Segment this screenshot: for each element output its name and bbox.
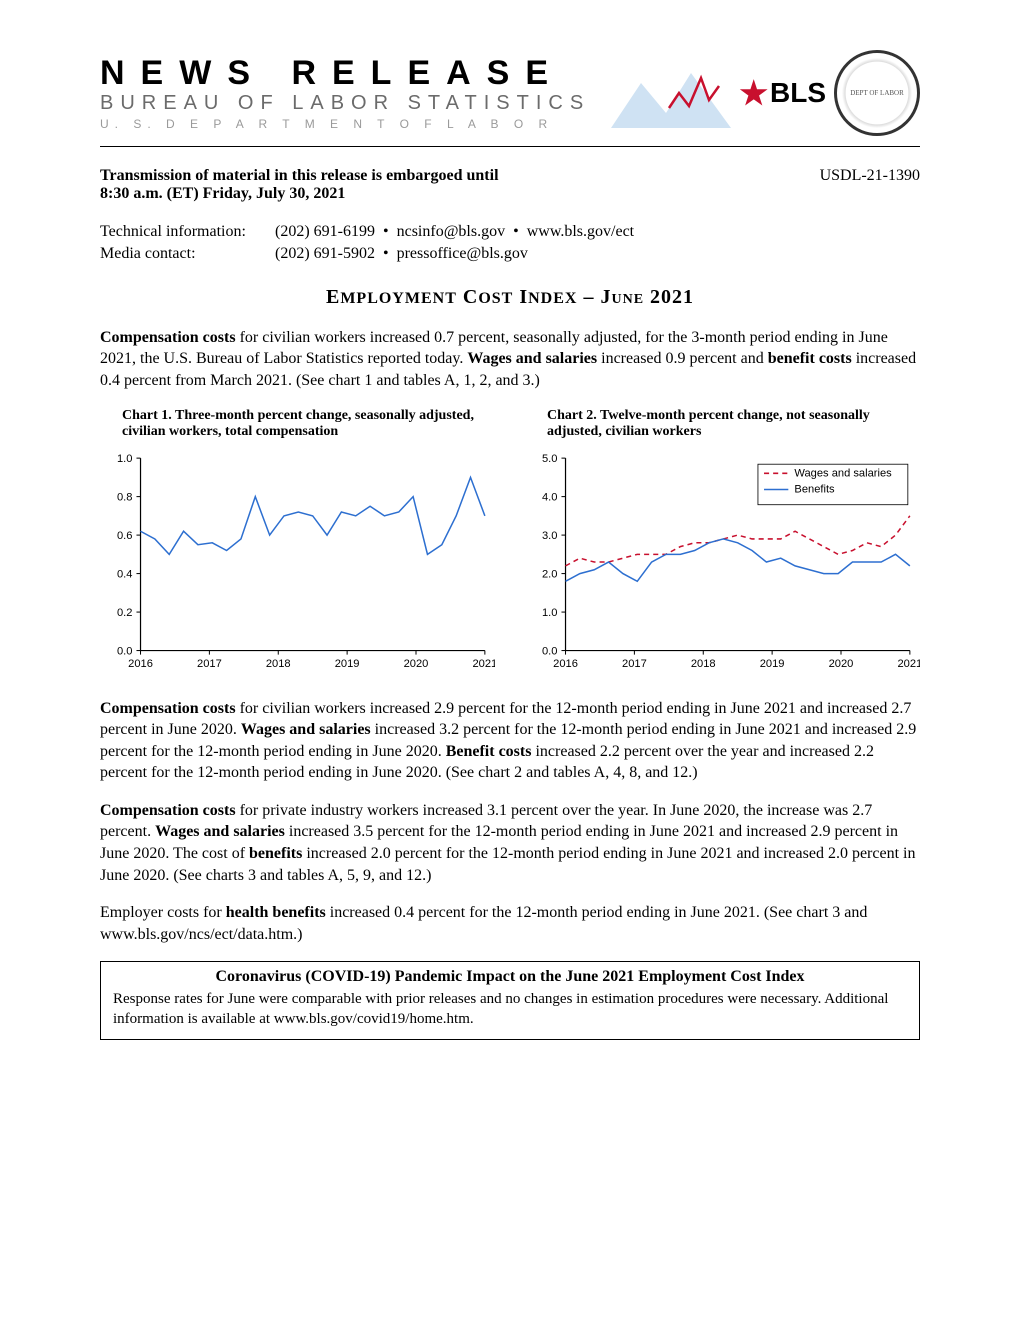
release-number: USDL-21-1390 — [820, 167, 920, 203]
svg-text:Benefits: Benefits — [794, 483, 835, 495]
embargo-line2: 8:30 a.m. (ET) Friday, July 30, 2021 — [100, 185, 345, 202]
media-label: Media contact: — [100, 243, 275, 265]
p2-bold2: Wages and salaries — [241, 721, 371, 738]
svg-text:2020: 2020 — [829, 657, 854, 669]
p3-bold2: Wages and salaries — [155, 823, 285, 840]
paragraph-3: Compensation costs for private industry … — [100, 800, 920, 886]
header-divider — [100, 146, 920, 147]
chart-1-title: Chart 1. Three-month percent change, sea… — [100, 408, 495, 440]
svg-text:2020: 2020 — [404, 657, 429, 669]
svg-text:2021: 2021 — [472, 657, 495, 669]
document-title: EMPLOYMENT COST INDEX – June 2021 — [100, 286, 920, 309]
p4-bold1: health benefits — [226, 904, 326, 921]
paragraph-2: Compensation costs for civilian workers … — [100, 698, 920, 784]
bls-star-icon: ★ — [739, 74, 768, 112]
masthead-line2: BUREAU OF LABOR STATISTICS — [100, 92, 611, 115]
paragraph-1: Compensation costs for civilian workers … — [100, 327, 920, 392]
svg-text:2018: 2018 — [691, 657, 716, 669]
p1-bold2: Wages and salaries — [467, 350, 597, 367]
svg-text:3.0: 3.0 — [542, 530, 557, 542]
svg-text:0.8: 0.8 — [117, 491, 132, 503]
p2-bold3: Benefit costs — [446, 743, 532, 760]
technical-contact-row: Technical information: (202) 691-6199 • … — [100, 221, 920, 243]
chart-2-box: Chart 2. Twelve-month percent change, no… — [525, 408, 920, 686]
chart-2: 0.0 1.0 2.0 3.0 4.0 5.0 2016 2017 2018 2019 2020 20… — [525, 448, 920, 681]
p3-bold1: Compensation costs — [100, 802, 236, 819]
dol-seal-icon: DEPT OF LABOR — [834, 50, 920, 136]
logo-cluster: ★ BLS DEPT OF LABOR — [611, 50, 920, 136]
svg-text:2.0: 2.0 — [542, 568, 557, 580]
chart-1: 0.0 0.2 0.4 0.6 0.8 1.0 2016 2017 2018 2019 2020 20… — [100, 448, 495, 681]
p1-bold1: Compensation costs — [100, 329, 236, 346]
callout-body: Response rates for June were comparable … — [113, 990, 907, 1029]
masthead-line3: U. S. D E P A R T M E N T O F L A B O R — [100, 117, 611, 131]
svg-text:2016: 2016 — [553, 657, 578, 669]
p1-bold3: benefit costs — [768, 350, 852, 367]
masthead-line1: NEWS RELEASE — [100, 56, 611, 90]
svg-text:0.6: 0.6 — [117, 530, 132, 542]
svg-text:2019: 2019 — [760, 657, 785, 669]
svg-text:2017: 2017 — [197, 657, 222, 669]
embargo-line1: Transmission of material in this release… — [100, 167, 499, 184]
svg-text:4.0: 4.0 — [542, 491, 557, 503]
p3-bold3: benefits — [249, 845, 302, 862]
media-details: (202) 691-5902 • pressoffice@bls.gov — [275, 243, 528, 265]
svg-text:2018: 2018 — [266, 657, 291, 669]
svg-text:0.0: 0.0 — [542, 645, 557, 657]
paragraph-4: Employer costs for health benefits incre… — [100, 902, 920, 945]
bls-logo: ★ BLS — [739, 74, 826, 112]
p2-bold1: Compensation costs — [100, 700, 236, 717]
mountain-icon — [611, 58, 731, 128]
svg-text:0.4: 0.4 — [117, 568, 132, 580]
svg-text:5.0: 5.0 — [542, 453, 557, 465]
svg-text:2021: 2021 — [897, 657, 920, 669]
svg-text:1.0: 1.0 — [542, 607, 557, 619]
svg-text:1.0: 1.0 — [117, 453, 132, 465]
p1-t2: increased 0.9 percent and — [597, 350, 768, 367]
chart-1-box: Chart 1. Three-month percent change, sea… — [100, 408, 495, 686]
chart-2-title: Chart 2. Twelve-month percent change, no… — [525, 408, 920, 440]
p4-t1: Employer costs for — [100, 904, 226, 921]
tech-label: Technical information: — [100, 221, 275, 243]
svg-text:2016: 2016 — [128, 657, 153, 669]
masthead-titles: NEWS RELEASE BUREAU OF LABOR STATISTICS … — [100, 56, 611, 131]
charts-row: Chart 1. Three-month percent change, sea… — [100, 408, 920, 686]
masthead: NEWS RELEASE BUREAU OF LABOR STATISTICS … — [100, 50, 920, 136]
svg-text:Wages and salaries: Wages and salaries — [794, 467, 892, 479]
media-contact-row: Media contact: (202) 691-5902 • pressoff… — [100, 243, 920, 265]
covid-callout: Coronavirus (COVID-19) Pandemic Impact o… — [100, 961, 920, 1040]
embargo-row: Transmission of material in this release… — [100, 167, 920, 203]
svg-text:2019: 2019 — [335, 657, 360, 669]
svg-text:2017: 2017 — [622, 657, 647, 669]
svg-text:0.2: 0.2 — [117, 607, 132, 619]
callout-title: Coronavirus (COVID-19) Pandemic Impact o… — [113, 968, 907, 986]
contact-block: Technical information: (202) 691-6199 • … — [100, 221, 920, 266]
embargo-text: Transmission of material in this release… — [100, 167, 499, 203]
bls-logo-text: BLS — [770, 77, 826, 109]
svg-text:0.0: 0.0 — [117, 645, 132, 657]
tech-details: (202) 691-6199 • ncsinfo@bls.gov • www.b… — [275, 221, 634, 243]
